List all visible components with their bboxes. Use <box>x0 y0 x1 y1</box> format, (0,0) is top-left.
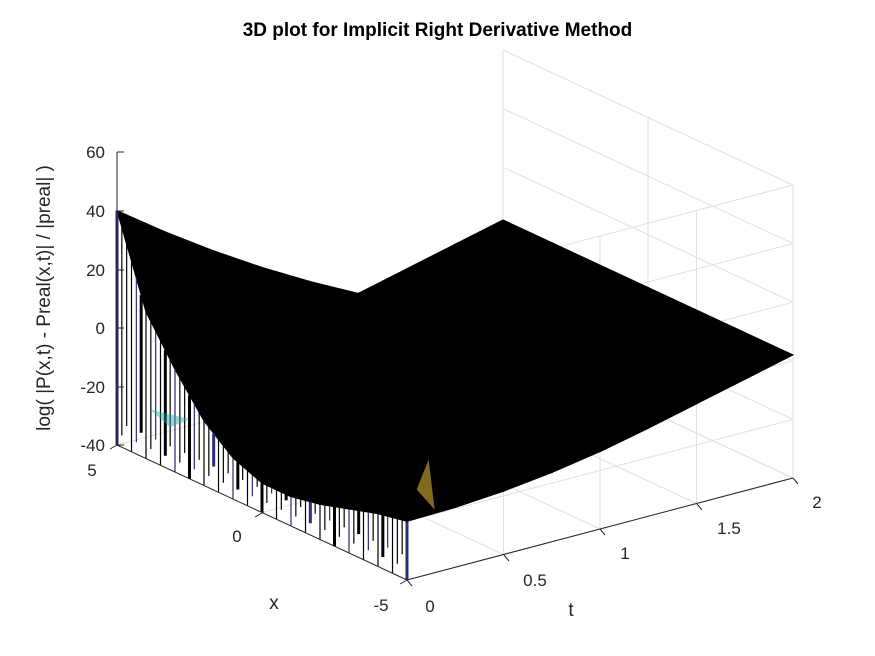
t-tick-label: 1 <box>620 544 629 563</box>
z-tick-label: 60 <box>86 143 105 162</box>
z-axis-label: log( |P(x,t) - Preal(x,t)| / |preal| ) <box>34 165 55 431</box>
x-tick-mark <box>254 512 263 518</box>
t-tick-label: 2 <box>812 493 821 512</box>
t-tick-label: 0 <box>425 597 434 616</box>
t-axis-label: t <box>568 600 574 621</box>
x-axis-line <box>116 444 408 581</box>
x-tick-label: 5 <box>87 461 96 480</box>
z-tick-label: -40 <box>80 436 105 455</box>
t-tick-mark <box>503 554 510 562</box>
x-axis-label: x <box>269 593 279 614</box>
surface-highlight <box>416 459 435 510</box>
z-tick-label: -20 <box>80 378 105 397</box>
z-tick-label: 20 <box>86 261 105 280</box>
t-tick-label: 1.5 <box>717 519 741 538</box>
x-tick-mark <box>399 579 408 585</box>
t-tick-mark <box>696 503 703 511</box>
t-tick-label: 0.5 <box>523 571 547 590</box>
t-tick-mark <box>599 528 606 536</box>
surface-highlight <box>149 409 190 428</box>
x-tick-label: -5 <box>373 596 388 615</box>
plot-title: 3D plot for Implicit Right Derivative Me… <box>242 20 633 41</box>
x-tick-label: 0 <box>232 527 241 546</box>
t-tick-mark <box>406 579 413 587</box>
ticks-layer: 60 40 20 0 -20 -40 5 0 -5 0 0.5 1 1.5 2 <box>80 143 821 616</box>
x-tick-mark <box>109 444 118 450</box>
z-tick-label: 40 <box>86 202 105 221</box>
t-tick-mark <box>792 477 799 485</box>
z-tick-label: 0 <box>96 319 105 338</box>
surface-layer <box>115 209 795 580</box>
